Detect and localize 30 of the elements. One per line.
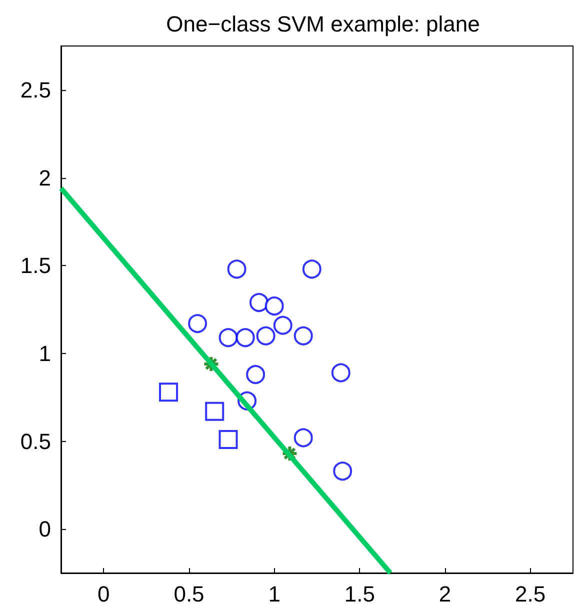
- point: [273, 316, 292, 335]
- point: [302, 260, 322, 279]
- y-tick-label: 2: [38, 165, 51, 190]
- x-tick-label: 2.5: [515, 582, 546, 606]
- x-tick-label: 0: [98, 582, 110, 606]
- point: [246, 365, 266, 384]
- point: [227, 260, 246, 279]
- chart-title: One−class SVM example: plane: [166, 12, 480, 36]
- point: [333, 462, 352, 481]
- point: [218, 328, 238, 348]
- point: [249, 292, 268, 312]
- point: [205, 402, 224, 421]
- x-tick-label: 1: [268, 582, 280, 606]
- point: [264, 296, 284, 316]
- y-tick-label: 1.5: [20, 253, 51, 278]
- x-tick-label: 2: [438, 582, 452, 606]
- y-tick-label: 2.5: [20, 77, 51, 102]
- x-tick-label: 1.5: [344, 582, 375, 606]
- y-tick-label: 1: [38, 340, 51, 366]
- x-tick-label: 0.5: [174, 582, 204, 606]
- point: [294, 326, 313, 346]
- point: [294, 428, 313, 448]
- point: [218, 430, 238, 449]
- point: [256, 326, 276, 346]
- point: [331, 363, 350, 382]
- point: [159, 382, 178, 402]
- point: [188, 314, 208, 334]
- point: [236, 328, 255, 348]
- y-tick-label: 0.5: [20, 428, 51, 454]
- y-tick-label: 0: [38, 516, 51, 542]
